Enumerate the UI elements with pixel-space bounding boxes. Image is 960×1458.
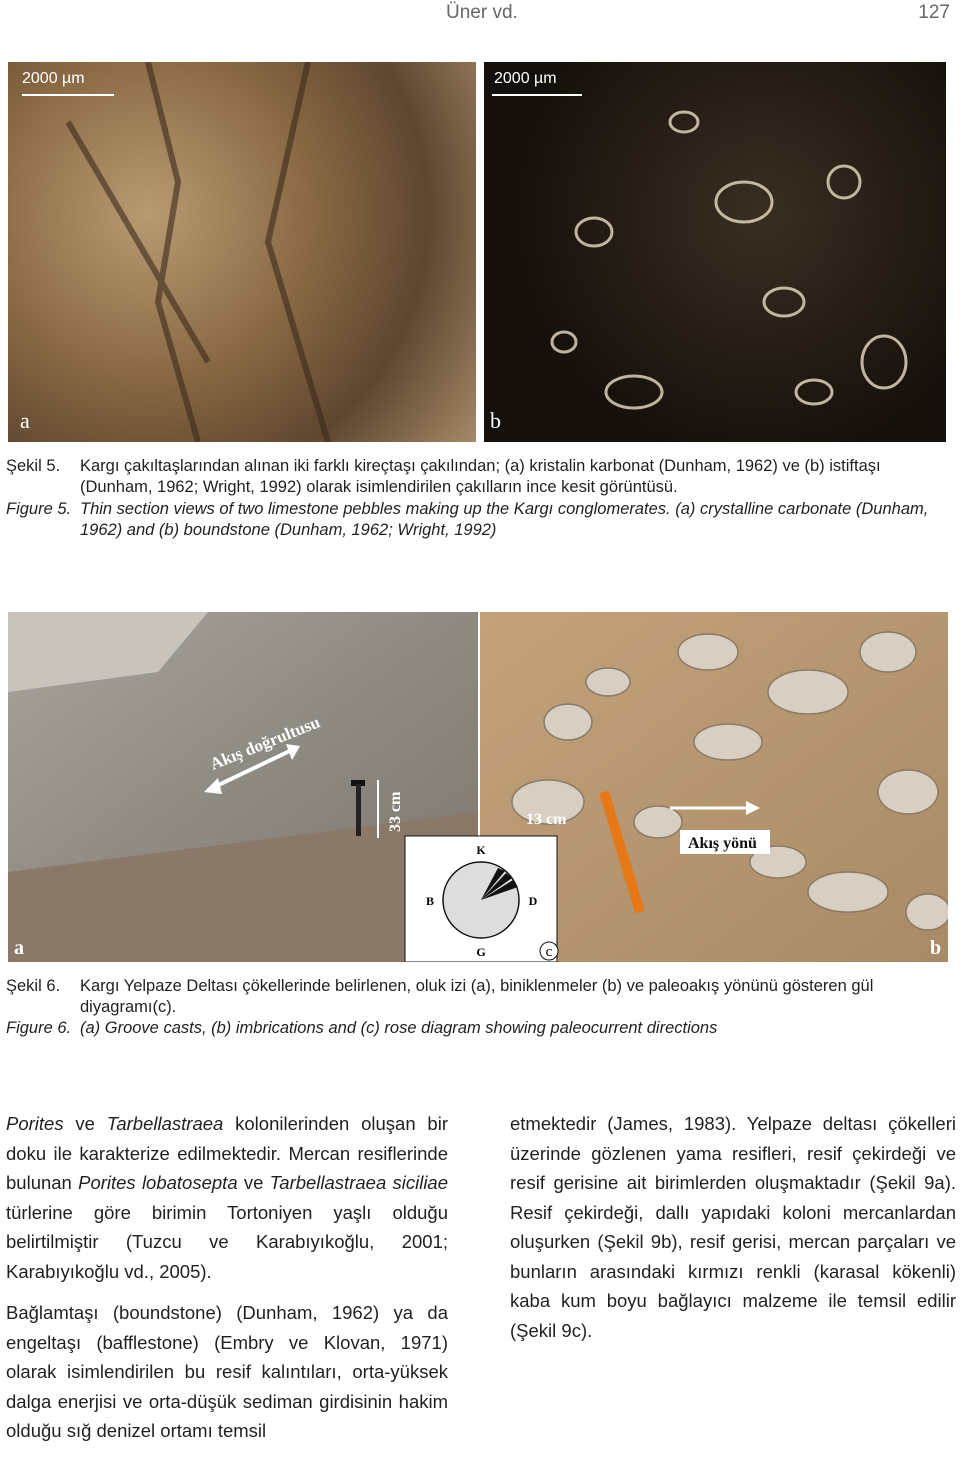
hammer-head [351,780,365,786]
rose-petals [481,868,518,900]
west: B [426,894,434,908]
caption-label: Şekil 6. [6,977,61,995]
caption-tr: Şekil 6. Kargı Yelpaze Deltası çökelleri… [6,976,954,1018]
texture [550,110,908,410]
text-run: türlerine göre birimin Tortoniyen yaşlı … [6,1201,448,1282]
scale-bar [492,94,582,96]
east: D [529,894,538,908]
flow-label: Akış yönü [688,835,757,852]
paragraph: Porites ve Tarbellastraea kolonilerinden… [6,1109,448,1286]
text-run: ve [237,1172,270,1193]
page-number: 127 [918,2,950,23]
page: Üner vd. 127 { "header": {"author": "Üne… [6,2,956,1441]
caption-en: Figure 6. (a) Groove casts, (b) imbricat… [6,1018,954,1039]
caption-label: Figure 6. [6,1019,72,1037]
paragraph: Bağlamtaşı (boundstone) (Dunham, 1962) y… [6,1298,448,1446]
pen [599,790,645,914]
label-circle [539,941,559,961]
panel-label: a [20,408,30,433]
caption-tr: Şekil 5. Kargı çakıltaşlarından alınan i… [6,456,954,498]
panel-label: b [930,937,941,959]
caption-label: Şekil 5. [6,457,61,475]
author: Üner vd. [446,2,518,23]
thin-section-b: 2000 µm b [484,62,946,442]
text-run: Tarbellastraea [106,1113,224,1134]
figure6: Akış doğrultusu 33 cm a 13 cm Akış yönü … [8,612,948,962]
text-run: Porites lobatosepta [78,1172,238,1193]
arrow-head [746,801,760,815]
panel-label: b [490,408,501,433]
scale-label: 2000 µm [22,70,85,87]
scale-label: 2000 µm [494,70,557,87]
texture [65,62,331,442]
vein [65,62,331,442]
text-run: etmektedir (James, 1983). Yelpaze deltas… [510,1113,956,1341]
arrow-heads [204,744,300,794]
text-run: Bağlamtaşı (boundstone) (Dunham, 1962) y… [6,1302,448,1441]
length-label: 13 cm [526,811,567,828]
paragraph: etmektedir (James, 1983). Yelpaze deltas… [510,1109,956,1345]
caption-text: Kargı çakıltaşlarından alınan iki farklı… [80,457,881,496]
caption-text: Thin section views of two limestone pebb… [80,500,929,539]
caption-label: Figure 5. [6,500,72,518]
label-box [680,830,770,854]
text-run: Porites [6,1113,64,1134]
text-run: ve [63,1113,107,1134]
north: K [476,843,486,857]
text-run: kolonilerinden oluşan bir doku ile karak… [6,1113,448,1193]
scale-bar [22,94,114,96]
page-body: Üner vd. 127 2000 µm a 2000 µm b Şekil 5… [6,2,956,1441]
body-left: Porites ve Tarbellastraea kolonilerinden… [6,1109,448,1458]
panel-label: c [546,944,553,960]
panel-label: a [14,937,24,959]
body-right: etmektedir (James, 1983). Yelpaze deltas… [510,1109,956,1357]
text-run: Tarbellastraea siciliae [269,1172,449,1193]
hammer-handle [356,784,361,836]
ground [8,812,478,962]
thin-section-a: 2000 µm a [8,62,476,442]
pebbles [511,631,948,931]
caption-text: Kargı Yelpaze Deltası çökellerinde belir… [80,977,874,1016]
sky [8,612,208,692]
flow-arrow [207,746,297,792]
south: G [476,945,485,959]
height-label: 33 cm [387,791,404,832]
fossils [550,110,908,410]
caption-en: Figure 5. Thin section views of two lime… [6,499,954,541]
caption-text: (a) Groove casts, (b) imbrications and (… [80,1019,718,1037]
